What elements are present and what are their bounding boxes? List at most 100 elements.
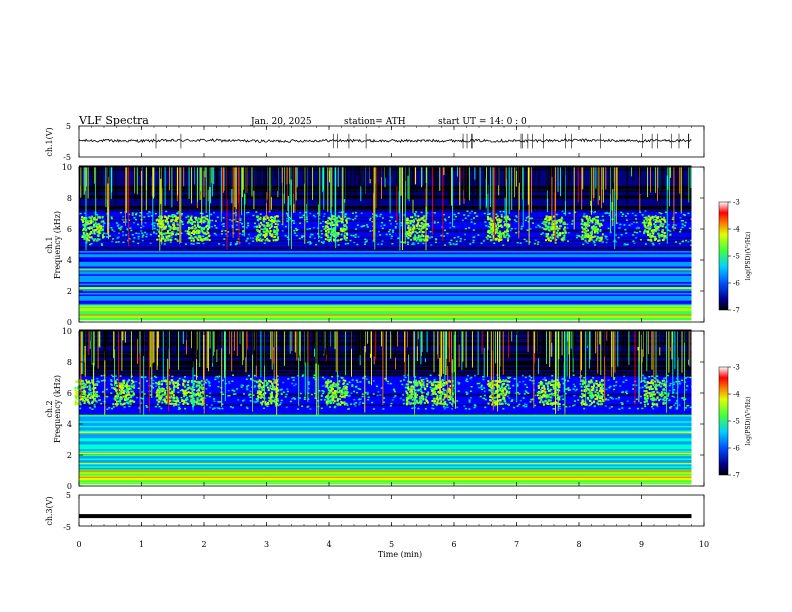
spec-noise — [214, 376, 217, 378]
spec-noise — [542, 378, 545, 381]
spec-noise — [450, 239, 453, 242]
spec-burst — [582, 400, 585, 403]
spec-burst — [341, 220, 343, 223]
spec-burst — [500, 236, 503, 239]
spec-burst — [269, 232, 272, 235]
spec-noise — [449, 222, 452, 224]
spec-noise — [594, 244, 597, 246]
spec-burst — [342, 379, 345, 382]
spec-noise — [625, 243, 628, 246]
spec-noise — [221, 403, 224, 405]
spec-burst — [580, 236, 583, 239]
spec-burst — [345, 388, 348, 391]
spec-noise — [608, 386, 611, 389]
spec-noise — [320, 395, 323, 397]
spec-burst — [503, 216, 506, 219]
spec-noise — [593, 211, 596, 214]
spec-noise — [593, 241, 596, 244]
spec-noise — [91, 232, 94, 235]
spec-burst — [589, 237, 592, 240]
spec-noise — [377, 243, 380, 245]
spec-burst — [588, 217, 591, 220]
spec-band — [79, 193, 692, 196]
spec-burst — [206, 228, 209, 231]
spec-burst — [164, 393, 167, 395]
spec-burst — [548, 239, 550, 242]
spec-burst — [406, 217, 409, 220]
spec-noise — [281, 230, 284, 232]
spec-noise — [486, 238, 489, 240]
spec-burst — [546, 227, 549, 230]
spec-burst — [489, 384, 492, 386]
spec-burst — [276, 227, 279, 230]
spec-noise — [622, 213, 625, 215]
spec-burst — [412, 224, 414, 227]
spec-burst — [166, 235, 169, 238]
spec-burst — [493, 401, 496, 404]
spec-burst — [332, 401, 335, 404]
spec-burst — [596, 395, 599, 398]
spec-noise — [320, 407, 323, 410]
spec-band — [79, 207, 692, 210]
spec-noise — [358, 398, 361, 400]
spec-burst — [123, 392, 125, 394]
spec-burst — [541, 381, 544, 384]
spec-burst — [414, 217, 417, 220]
spec-band — [79, 309, 692, 312]
spec-burst — [541, 387, 544, 389]
spec-noise — [259, 234, 262, 237]
spec-burst — [432, 393, 435, 396]
spec-burst — [560, 238, 563, 241]
spec-burst — [406, 402, 409, 405]
spec-burst — [420, 390, 423, 393]
spec-burst — [601, 395, 604, 398]
spec-noise — [470, 376, 473, 379]
spec-burst — [183, 391, 186, 394]
spec-burst — [96, 395, 98, 398]
spec-burst — [418, 239, 421, 242]
spec-noise — [364, 238, 367, 240]
spec-noise — [302, 235, 305, 237]
spec-band — [79, 360, 692, 363]
spec-burst — [267, 230, 270, 233]
spec-burst — [264, 392, 267, 395]
spec-noise — [678, 380, 681, 383]
spec-burst — [645, 226, 648, 229]
spec-noise — [515, 215, 518, 217]
spec-noise — [640, 381, 643, 383]
spec-burst — [588, 380, 591, 383]
spec-burst — [93, 217, 96, 220]
spec-burst — [552, 233, 555, 236]
spec-burst — [499, 387, 502, 390]
spec-noise — [167, 220, 170, 223]
spec-noise — [599, 219, 602, 222]
spec-noise — [159, 215, 162, 217]
spec-noise — [644, 377, 647, 379]
spec-burst — [431, 400, 434, 402]
spec-band — [79, 225, 692, 228]
spec-burst — [410, 389, 413, 392]
spec-noise — [526, 229, 529, 231]
spec-burst — [588, 388, 591, 391]
spec-noise — [229, 219, 232, 221]
spec-burst — [157, 220, 160, 222]
spec-burst — [100, 226, 102, 229]
spec-burst — [324, 381, 327, 384]
spec-noise — [621, 215, 624, 217]
spec-burst — [199, 391, 202, 394]
spec-burst — [408, 231, 411, 234]
spec-noise — [613, 385, 616, 387]
spec-burst — [333, 400, 336, 403]
spec-burst — [503, 224, 506, 227]
spec-burst — [647, 234, 650, 237]
spec-burst — [549, 389, 552, 392]
spec-burst — [259, 218, 262, 220]
spec-noise — [618, 227, 621, 229]
spec-burst — [336, 399, 339, 402]
spec-burst — [260, 391, 262, 394]
spec-noise — [178, 406, 181, 409]
spec-burst — [194, 236, 197, 239]
spec-noise — [208, 381, 211, 383]
spec-burst — [325, 230, 327, 232]
spec-noise — [192, 243, 195, 245]
